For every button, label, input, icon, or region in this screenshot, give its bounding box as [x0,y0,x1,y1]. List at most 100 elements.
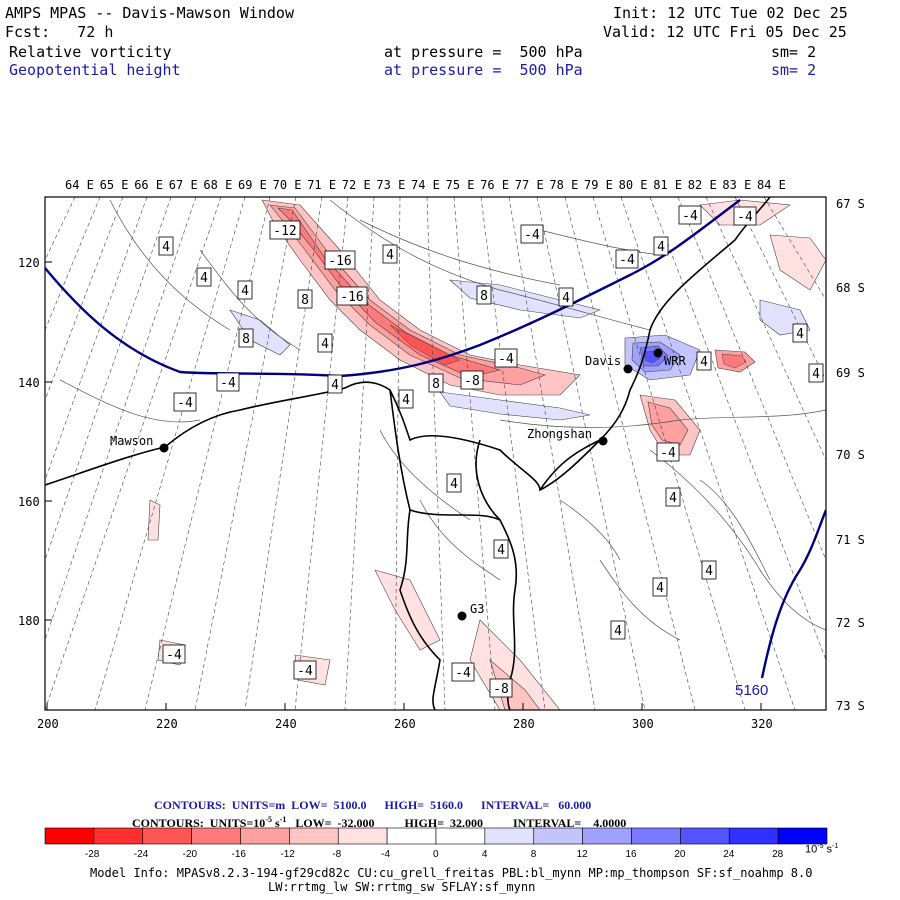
vort-info-exp2: -1 [279,815,287,824]
lon-label: 82 E [687,178,717,192]
contour-label: -4 [297,664,313,679]
colorbar-tick-label: -16 [231,849,246,860]
x-tick-label: 280 [513,717,535,731]
colorbar-swatch [289,827,339,845]
contour-label-box [476,285,492,305]
forecast-hour: Fcst: 72 h [5,23,114,41]
vort-info-exp: -5 [265,815,272,824]
contour-label-box [237,280,253,300]
contour-label-box [317,333,333,353]
lon-label: 70 E [272,178,302,192]
contour-label: 8 [301,293,309,308]
station-markers [159,348,663,621]
colorbar-swatch [582,827,632,845]
contour-label: 4 [450,477,458,492]
contour-label-box [158,236,174,256]
vorticity-contour-info: CONTOURS: UNITS=10-5 s-1 LOW= -32.000 HI… [132,811,626,832]
contour-label: 4 [162,240,170,255]
height-contour-info: CONTOURS: UNITS=m LOW= 5100.0 HIGH= 5160… [154,798,592,812]
colorbar-swatch [777,827,828,845]
contour-label-box [446,473,462,493]
contour-label: -4 [682,209,698,224]
x-tick-label: 320 [751,717,773,731]
colorbar-tick-label: 20 [674,849,686,860]
contour-label-box [808,363,824,383]
contour-label-box [558,287,574,307]
graticule [45,197,826,710]
colorbar-swatch [680,827,730,845]
contour-labels: -12 -16 -16 -8 -4 -4 -4 -4 -4 -4 -4 -4 -4 -4 -4 -8 4 4 4 4 4… [158,205,824,698]
colorbar-tick-label: -12 [280,849,295,860]
station-dot-g3 [457,611,467,621]
colorbar-swatch [93,827,144,845]
field2-name: Geopotential height [9,61,181,79]
station-dot-wrr [653,348,663,358]
contour-label: -4 [619,253,635,268]
contour-label-box [652,577,668,597]
x-tick-label: 240 [275,717,297,731]
contour-label-box [216,372,240,392]
lon-label: 66 E [134,178,164,192]
lon-label: 77 E [514,178,544,192]
lat-label: 72 S [836,616,865,630]
height-contours [45,199,826,679]
contour-label-box [610,620,626,640]
contour-label-box [494,348,518,368]
contour-label-box [162,644,186,664]
y-tick-label: 140 [18,376,40,390]
lon-label: 76 E [480,178,510,192]
contour-label: 8 [480,289,488,304]
contour-label-box [653,236,669,256]
model-info: Model Info: MPASv8.2.3-194-gf29cd82c CU:… [90,866,813,880]
contour-label: -16 [328,254,351,269]
contour-label-box [173,392,197,412]
station-mawson: Mawson [110,434,154,448]
lon-label: 64 E [65,178,94,192]
colorbar-swatch [386,827,437,845]
contour-label-box [792,323,808,343]
contour-label-box [269,220,301,240]
contour-label: 8 [242,332,250,347]
contour-label: -8 [464,374,480,389]
lat-label: 68 S [836,281,865,295]
cb-units-s: s [823,843,833,856]
colorbar-tick-label: -4 [381,849,391,860]
contour-label-box [520,224,544,244]
lon-label: 80 E [618,178,648,192]
lon-label: 84 E [757,178,786,192]
colorbar-tick-label: -20 [182,849,198,860]
contour-label-box [701,560,717,580]
lat-label: 67 S [836,197,865,211]
contour-label: -4 [498,352,514,367]
field1-name: Relative vorticity [9,43,172,61]
lon-label: 75 E [445,178,475,192]
contour-label: 4 [331,378,339,393]
contour-label-box [327,374,343,394]
field1-level: at pressure = 500 hPa [384,43,583,61]
colorbar-swatch [631,827,681,845]
contour-label: 4 [321,337,329,352]
contour-label-box [451,662,475,682]
field1-smoothing: sm= 2 [771,43,817,61]
contour-label-box [733,206,757,226]
contour-label-box [324,250,356,270]
height-contour-label: 5160 [735,682,769,699]
contour-label-box [238,328,254,348]
colorbar-swatch [240,827,290,845]
x-tick-label: 220 [156,717,178,731]
plot-title: AMPS MPAS -- Davis-Mawson Window [5,4,294,22]
map-frame [44,196,827,711]
station-dot-davis [623,364,633,374]
init-time: Init: 12 UTC Tue 02 Dec 25 [613,4,848,22]
lon-label: 69 E [238,178,267,192]
lon-label: 71 E [307,178,337,192]
x-tick-label: 300 [632,717,654,731]
contour-label-box [336,286,368,306]
lon-label: 81 E [653,178,683,192]
lat-label: 69 S [836,366,865,380]
y-tick-label: 160 [18,495,40,509]
contour-label-box [293,660,317,680]
contour-label: 4 [812,367,820,382]
contour-label: 4 [562,291,570,306]
contour-label: 4 [386,248,394,263]
